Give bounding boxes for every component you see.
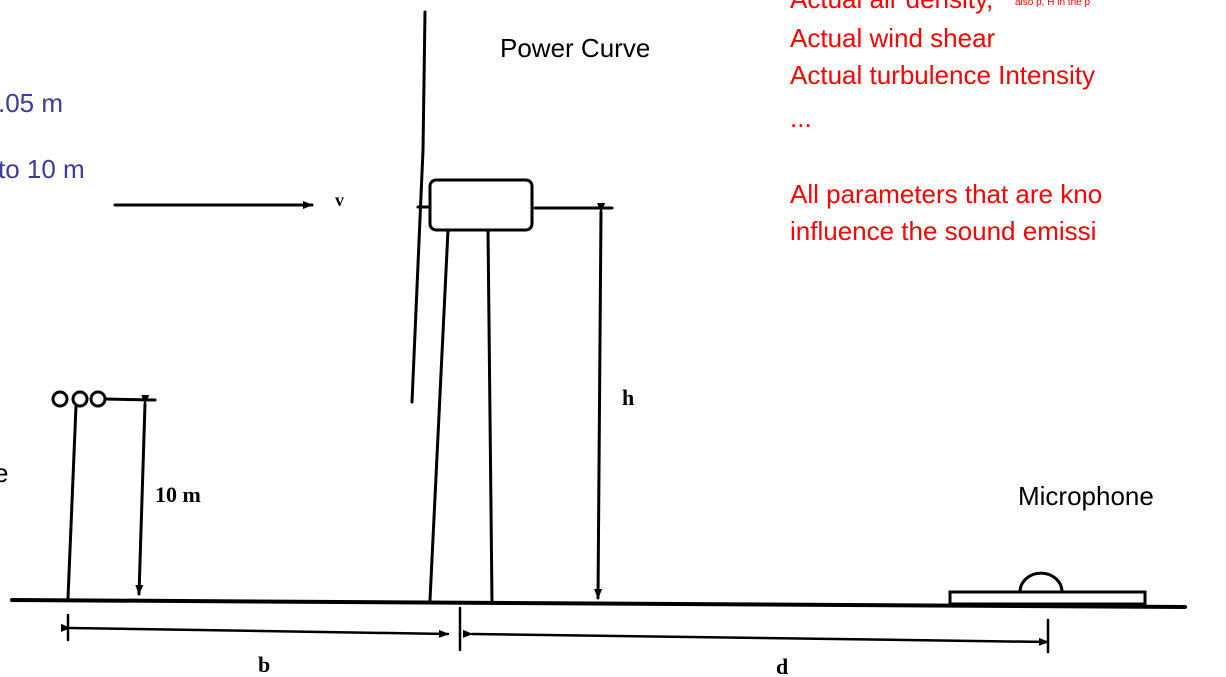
tower	[486, 228, 494, 604]
power-curve-text: Power Curve	[500, 33, 650, 63]
distance-b-dimension	[60, 623, 450, 638]
microphone-text: Microphone	[1018, 481, 1154, 511]
parameter-item: Actual air density,	[790, 0, 993, 14]
left-edge-text: e	[0, 458, 8, 488]
microphone	[1018, 571, 1064, 594]
parameter-summary: All parameters that are kno	[790, 179, 1102, 209]
microphone-board	[948, 590, 1147, 606]
distance-b-label: b	[258, 652, 270, 677]
anemometer	[89, 390, 107, 408]
anemometer	[51, 390, 69, 408]
dimension-line	[103, 397, 157, 402]
parameter-note: also p, H in the p	[1015, 0, 1090, 8]
anemometer	[71, 390, 89, 408]
wind-label: v	[335, 190, 344, 210]
hub-height-dimension	[594, 202, 606, 600]
parameter-item: ...	[790, 103, 812, 133]
ground	[10, 598, 1187, 609]
nacelle	[428, 178, 534, 232]
distance-d-dimension	[462, 629, 1050, 646]
distance-d-label: d	[776, 654, 788, 677]
rotor	[410, 10, 427, 404]
tower	[428, 228, 450, 602]
mast-height-label: 10 m	[155, 482, 201, 507]
anemometer-height-text: .05 m	[0, 88, 63, 118]
mast-height-dimension	[135, 394, 150, 596]
mast	[66, 404, 78, 600]
parameter-item: Actual turbulence Intensity	[790, 60, 1095, 90]
hub-height-label: h	[622, 385, 634, 410]
reference-height-text: to 10 m	[0, 154, 85, 184]
parameter-summary: influence the sound emissi	[790, 216, 1096, 246]
parameter-item: Actual wind shear	[790, 23, 996, 53]
